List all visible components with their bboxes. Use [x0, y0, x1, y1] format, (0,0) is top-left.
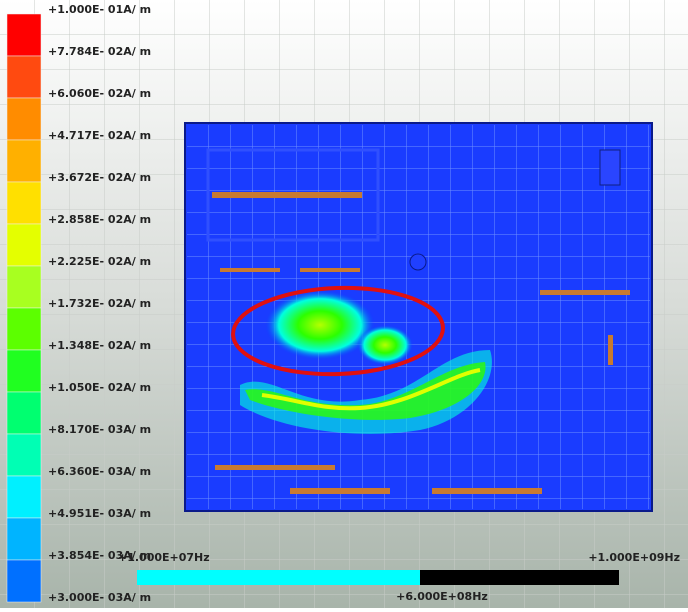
legend-swatch	[6, 97, 42, 141]
legend-swatch	[6, 13, 42, 57]
legend-label: +4.717E- 02A/ m	[48, 129, 151, 142]
field-trace-core	[261, 368, 481, 411]
legend-swatch	[6, 559, 42, 603]
legend-label: +7.784E- 02A/ m	[48, 45, 151, 58]
legend-swatch	[6, 433, 42, 477]
pcb-grid	[187, 125, 650, 509]
legend-label: +6.360E- 03A/ m	[48, 465, 151, 478]
legend-label: +1.732E- 02A/ m	[48, 297, 151, 310]
color-legend: +1.000E- 01A/ m +7.784E- 02A/ m +6.060E- 0…	[6, 3, 151, 604]
field-trace	[245, 362, 486, 420]
component-outline	[206, 148, 380, 242]
frequency-end: +1.000E+09Hz	[588, 551, 680, 564]
field-hotspot	[265, 290, 375, 360]
legend-label: +1.000E- 01A/ m	[48, 3, 151, 16]
mount-hole	[409, 253, 427, 271]
frequency-start: +1.000E+07Hz	[118, 551, 210, 564]
pcb-field-plot	[184, 122, 653, 512]
field-hotspot	[357, 325, 413, 365]
legend-label: +2.225E- 02A/ m	[48, 255, 151, 268]
legend-swatch	[6, 265, 42, 309]
slider-fill	[137, 570, 420, 585]
legend-label: +3.000E- 03A/ m	[48, 591, 151, 604]
legend-swatch	[6, 349, 42, 393]
legend-swatch	[6, 391, 42, 435]
pads	[212, 149, 630, 494]
frequency-current: +6.000E+08Hz	[396, 590, 488, 603]
legend-swatch	[6, 517, 42, 561]
legend-swatch	[6, 475, 42, 519]
legend-label: +8.170E- 03A/ m	[48, 423, 151, 436]
legend-label: +1.348E- 02A/ m	[48, 339, 151, 352]
legend-swatch	[6, 307, 42, 351]
frequency-slider[interactable]: +1.000E+07Hz +1.000E+09Hz +6.000E+08Hz	[118, 551, 680, 603]
legend-label: +4.951E- 03A/ m	[48, 507, 151, 520]
legend-label: +2.858E- 02A/ m	[48, 213, 151, 226]
legend-label: +6.060E- 02A/ m	[48, 87, 151, 100]
legend-swatch	[6, 139, 42, 183]
legend-label: +3.854E- 03A/ m	[48, 549, 151, 562]
legend-label: +1.050E- 02A/ m	[48, 381, 151, 394]
legend-label: +3.672E- 02A/ m	[48, 171, 151, 184]
legend-swatch	[6, 181, 42, 225]
legend-swatch	[6, 223, 42, 267]
legend-swatch	[6, 55, 42, 99]
highlight-ellipse	[231, 285, 445, 377]
